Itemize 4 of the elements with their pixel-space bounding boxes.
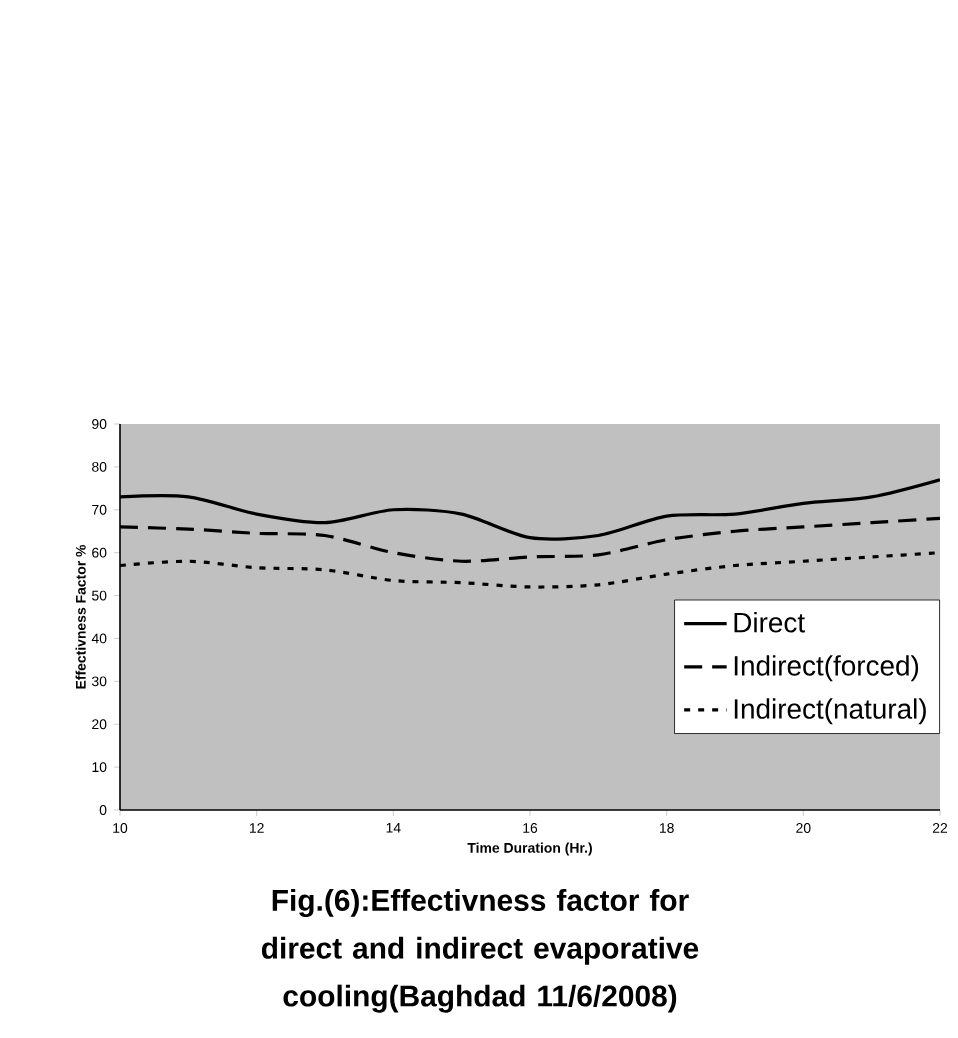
legend-label: Indirect(natural) bbox=[734, 698, 926, 725]
legend-label: Direct bbox=[734, 612, 805, 633]
legend-label: Indirect(forced) bbox=[734, 655, 919, 682]
text: Fig.(6):Effectivness factor for direct and indirect evaporative cooling(Baghdad 11/6/2008) bbox=[261, 889, 699, 1013]
